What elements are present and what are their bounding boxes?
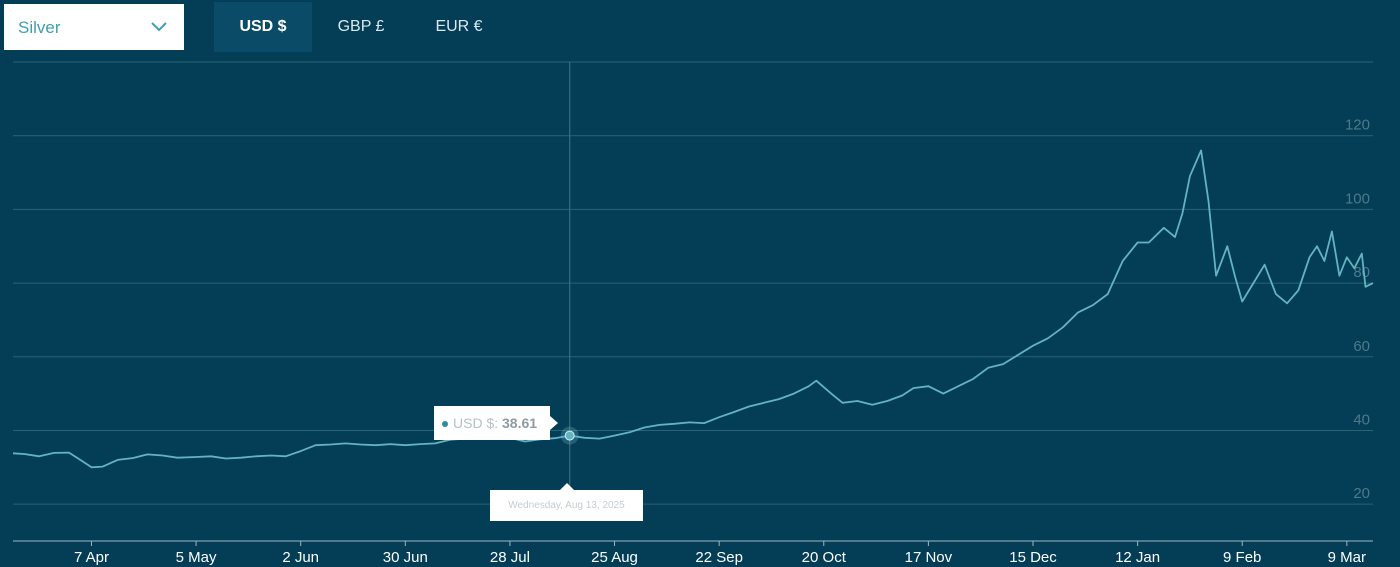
- tab-gbp[interactable]: GBP £: [337, 18, 385, 35]
- y-tick-label: 100: [1345, 190, 1370, 207]
- y-tick-label: 40: [1353, 411, 1370, 428]
- x-tick-label: 22 Sep: [695, 549, 743, 566]
- x-tick-label: 25 Aug: [591, 549, 638, 566]
- chevron-down-icon: [151, 22, 167, 32]
- x-tick-label: 28 Jul: [490, 549, 530, 566]
- tab-eur[interactable]: EUR €: [435, 18, 483, 35]
- highlight-point: [564, 430, 575, 441]
- toolbar: Silver USD $ GBP £ EUR €: [0, 0, 1400, 58]
- x-tick-label: 20 Oct: [802, 549, 847, 566]
- x-tick-label: 9 Feb: [1223, 549, 1261, 566]
- y-tick-label: 20: [1353, 485, 1370, 502]
- x-tick-label: 7 Apr: [74, 549, 109, 566]
- tooltip: USD $: 38.61: [434, 406, 558, 440]
- crosshair-date-label: Wednesday, Aug 13, 2025: [490, 483, 643, 521]
- metal-select[interactable]: Silver: [4, 4, 184, 50]
- y-tick-label: 80: [1353, 264, 1370, 281]
- tooltip-value: 38.61: [502, 415, 538, 431]
- metal-select-value: Silver: [18, 18, 61, 37]
- x-tick-label: 12 Jan: [1115, 549, 1160, 566]
- series-dot-icon: [442, 421, 448, 428]
- tab-usd[interactable]: USD $: [214, 2, 312, 52]
- y-tick-label: 120: [1345, 117, 1370, 134]
- x-tick-label: 30 Jun: [383, 549, 428, 566]
- x-tick-label: 17 Nov: [905, 549, 953, 566]
- x-tick-label: 9 Mar: [1328, 549, 1366, 566]
- x-tick-label: 15 Dec: [1009, 549, 1057, 566]
- tooltip-series-label: USD $:: [453, 415, 499, 431]
- x-tick-label: 2 Jun: [282, 549, 319, 566]
- series-line-usd: [12, 149, 1374, 469]
- x-tick-label: 5 May: [176, 549, 217, 566]
- y-tick-label: 60: [1353, 338, 1370, 355]
